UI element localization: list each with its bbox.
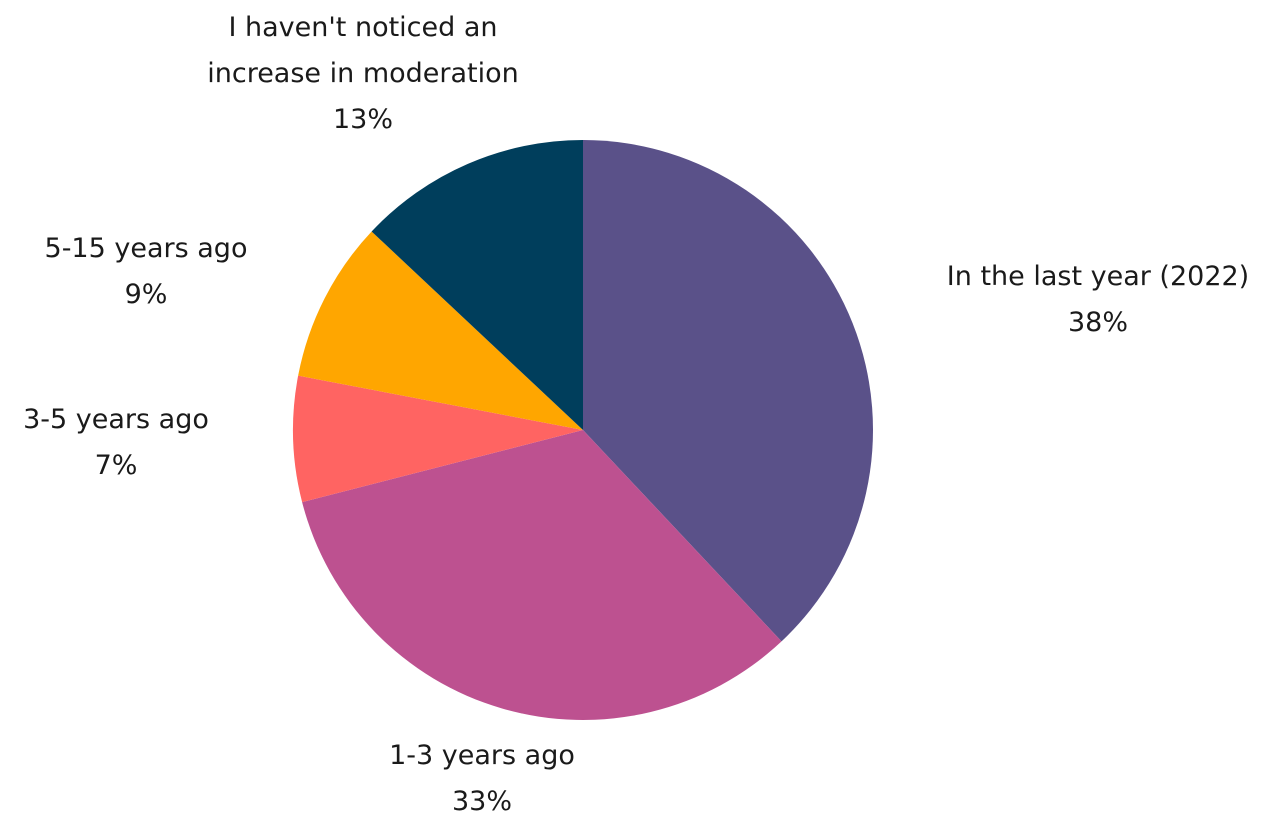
slice-label-3: 3-5 years ago 7% xyxy=(23,404,209,481)
pie-slice-3 xyxy=(293,375,583,503)
slice-percent-label: 33% xyxy=(452,786,512,817)
slice-label-1: In the last year (2022) 38% xyxy=(947,261,1249,338)
slice-category-label: increase in moderation xyxy=(207,58,519,89)
pie-slice-1 xyxy=(583,140,874,642)
slice-category-label: 3-5 years ago xyxy=(23,404,209,435)
slice-category-label: I haven't noticed an xyxy=(228,12,497,43)
pie-slice-5 xyxy=(371,140,583,430)
slice-category-label: 1-3 years ago xyxy=(389,740,575,771)
pie-slices xyxy=(293,140,874,721)
slice-percent-label: 9% xyxy=(125,279,168,310)
slice-percent-label: 38% xyxy=(1068,307,1128,338)
slice-label-2: 1-3 years ago 33% xyxy=(389,740,575,817)
slice-percent-label: 7% xyxy=(95,450,138,481)
slice-percent-label: 13% xyxy=(333,104,393,135)
pie-slice-2 xyxy=(302,430,782,721)
slice-category-label: 5-15 years ago xyxy=(45,233,248,264)
slice-label-4: 5-15 years ago 9% xyxy=(45,233,248,310)
slice-category-label: In the last year (2022) xyxy=(947,261,1249,292)
slice-label-5: I haven't noticed an increase in moderati… xyxy=(207,12,519,135)
pie-labels: In the last year (2022) 38% 1-3 years ago 3… xyxy=(23,12,1249,817)
pie-slice-4 xyxy=(298,231,583,430)
